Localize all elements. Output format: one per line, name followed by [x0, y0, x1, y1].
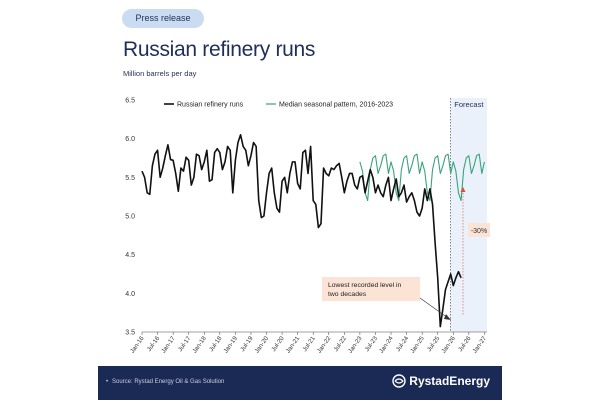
low-callout-line-1: Lowest recorded level in [328, 282, 402, 289]
x-tick-label: Jul-23 [364, 335, 380, 353]
series-line-median-seasonal [359, 153, 485, 202]
x-tick-label: Jul-16 [146, 335, 162, 353]
rystad-logo-icon [392, 374, 406, 388]
source-bullet-icon: • [106, 379, 109, 385]
refinery-runs-chart: Forecast 3.54.04.55.05.56.06.5 Jan-16 Jul… [125, 98, 490, 355]
page-title: Russian refinery runs [123, 38, 316, 61]
source-note: Source: Rystad Energy Oil & Gas Solution [112, 379, 225, 385]
y-tick-label: 5.5 [125, 175, 135, 182]
x-tick-label: Jan-19 [222, 335, 239, 355]
low-callout-pointer [419, 297, 449, 319]
x-tick-label: Jul-19 [239, 335, 255, 353]
x-tick-label: Jan-16 [129, 335, 146, 355]
x-tick-label: Jan-26 [440, 335, 457, 355]
y-tick-label: 4.0 [125, 291, 135, 298]
legend-label-seasonal: Median seasonal pattern, 2016-2023 [279, 102, 393, 109]
x-tick-label: Jul-18 [208, 335, 224, 353]
forecast-band [450, 98, 487, 332]
x-tick-label: Jul-17 [177, 335, 193, 353]
footer-bar: • Source: Rystad Energy Oil & Gas Soluti… [98, 366, 502, 400]
x-tick-label: Jul-26 [457, 335, 473, 353]
chart-unit-subtitle: Million barrels per day [123, 69, 197, 78]
x-tick-label: Jul-20 [270, 335, 286, 353]
x-tick-label: Jul-21 [301, 335, 317, 353]
x-tick-label: Jan-27 [471, 335, 488, 355]
change-arrow-head [460, 187, 466, 192]
logo-text: RystadEnergy [409, 374, 490, 388]
x-tick-label: Jan-18 [191, 335, 208, 355]
y-tick-label: 6.5 [125, 98, 135, 105]
low-callout-box [322, 277, 420, 301]
x-tick-label: Jan-21 [285, 335, 302, 355]
rystad-logo: RystadEnergy [392, 374, 490, 388]
x-tick-label: Jan-20 [254, 335, 271, 355]
x-tick-label: Jan-25 [409, 335, 426, 355]
y-tick-label: 5.0 [125, 214, 135, 221]
change-label-box [468, 223, 490, 237]
x-tick-label: Jul-24 [395, 335, 411, 353]
y-axis: 3.5 4.0 4.5 5.0 5.5 6.0 6.5 [125, 98, 135, 337]
low-callout-pointer-head [444, 314, 451, 320]
x-tick-label: Jan-23 [347, 335, 364, 355]
y-tick-label: 4.5 [125, 252, 135, 259]
change-label: -30% [471, 228, 487, 235]
low-callout-line-2: two decades [328, 291, 367, 298]
y-tick-label: 3.5 [125, 330, 135, 337]
x-tick-label: Jul-25 [426, 335, 442, 353]
x-tick-label: Jan-24 [378, 335, 395, 355]
y-tick-label: 6.0 [125, 136, 135, 143]
x-tick-label: Jan-22 [316, 335, 333, 355]
legend-label-actual: Russian refinery runs [177, 102, 244, 109]
series-line-refinery-runs [141, 134, 462, 328]
series-layer [141, 134, 485, 328]
x-tick-label: Jan-17 [160, 335, 177, 355]
x-tick-label: Jul-22 [333, 335, 349, 353]
forecast-label: Forecast [454, 100, 484, 109]
press-release-badge: Press release [122, 9, 204, 28]
